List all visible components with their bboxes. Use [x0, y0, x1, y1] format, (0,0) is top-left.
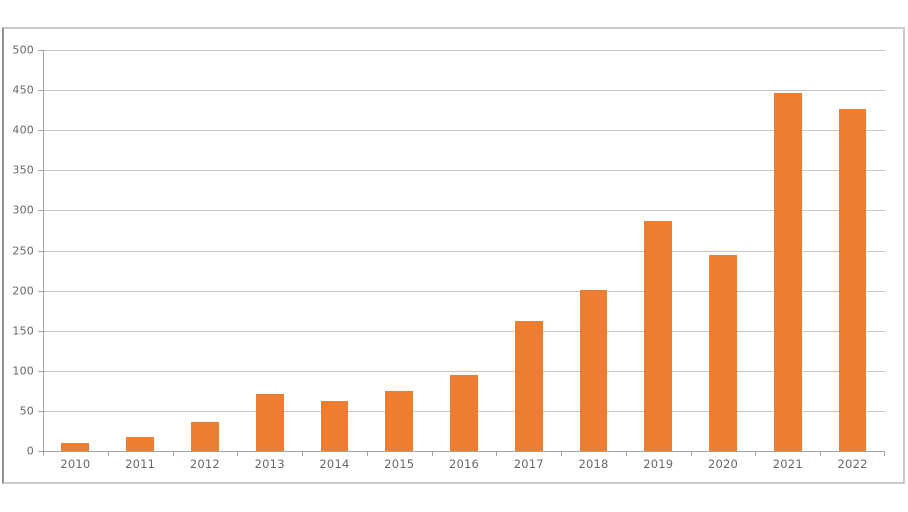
- x-tick-label-2016: 2016: [448, 457, 480, 471]
- bar-slot-2013: [237, 50, 302, 451]
- y-tick-label: 50: [19, 404, 34, 418]
- y-tick-label: 400: [12, 123, 34, 137]
- x-axis-tick: [496, 451, 498, 456]
- y-tick-label: 500: [12, 43, 34, 57]
- x-tick-label-2020: 2020: [708, 457, 739, 471]
- y-axis-tick: [38, 370, 43, 372]
- bar-slot-2017: [496, 50, 561, 451]
- chart-frame: 0 50 100 150 200 250 300 350 400 450 500 2010 2011 20…: [2, 27, 905, 484]
- x-axis-tick: [431, 451, 433, 456]
- y-axis-tick: [38, 410, 43, 412]
- x-axis-tick: [820, 451, 822, 456]
- y-tick-label: 300: [12, 203, 34, 217]
- bar-slot-2022: [820, 50, 885, 451]
- bar-slot-2020: [691, 50, 756, 451]
- bar-2022: [838, 109, 867, 451]
- bar-2012: [190, 422, 219, 451]
- bar-2016: [450, 374, 478, 451]
- x-tick-label-2018: 2018: [578, 457, 609, 471]
- bar-2019: [644, 220, 673, 451]
- y-tick-label: 350: [12, 163, 34, 177]
- x-axis-tick: [107, 451, 109, 456]
- x-axis-tick: [366, 451, 368, 456]
- bar-slot-2021: [755, 50, 820, 451]
- gridline: [43, 170, 885, 172]
- gridline: [43, 50, 885, 51]
- bar-2021: [773, 92, 802, 451]
- bar-2018: [579, 289, 608, 451]
- x-axis-tick: [625, 451, 627, 456]
- x-axis-tick: [302, 451, 304, 456]
- y-axis-tick: [38, 130, 43, 132]
- gridline: [43, 370, 885, 372]
- x-axis-tick: [43, 451, 44, 456]
- gridline: [43, 210, 885, 212]
- plot-area: 0 50 100 150 200 250 300 350 400 450 500 2010 2011 20…: [12, 44, 885, 471]
- x-tick-label-2010: 2010: [60, 457, 91, 471]
- bar-slot-2012: [173, 50, 238, 451]
- x-axis-tick: [172, 451, 174, 456]
- x-tick-label-2012: 2012: [189, 457, 220, 471]
- gridline: [43, 250, 885, 252]
- gridline: [43, 330, 885, 332]
- y-tick-label: 150: [12, 324, 34, 338]
- bar-slot-2016: [432, 50, 497, 451]
- y-axis-tick: [38, 330, 43, 332]
- x-tick-label-2017: 2017: [513, 457, 544, 471]
- bar-slot-2014: [302, 50, 367, 451]
- x-tick-label-2011: 2011: [125, 457, 156, 471]
- bar-2011: [126, 437, 155, 451]
- bar-2015: [385, 390, 414, 451]
- y-tick-label: 250: [12, 244, 34, 257]
- y-axis-tick: [38, 90, 43, 92]
- x-axis-tick: [237, 451, 239, 456]
- x-tick-label-2013: 2013: [254, 457, 285, 471]
- gridline: [43, 90, 885, 92]
- bar-slot-2015: [367, 50, 432, 451]
- bar-slot-2011: [108, 50, 173, 451]
- bar-2017: [514, 321, 543, 451]
- y-axis-line: [43, 50, 44, 451]
- y-axis-tick: [38, 50, 43, 51]
- y-axis-tick: [38, 250, 43, 252]
- y-tick-label: 100: [12, 364, 34, 378]
- bar-2013: [255, 394, 284, 451]
- bar-2020: [709, 254, 737, 451]
- y-axis-tick: [38, 210, 43, 212]
- x-tick-label-2015: 2015: [384, 457, 415, 471]
- x-axis-tick: [690, 451, 692, 456]
- bar-2010: [61, 442, 90, 451]
- bar-slot-2018: [561, 50, 626, 451]
- y-axis-tick: [38, 451, 43, 452]
- y-axis-tick: [38, 290, 43, 292]
- bars-layer: [43, 50, 885, 451]
- x-axis-tick: [884, 451, 885, 456]
- bar-slot-2010: [43, 50, 108, 451]
- x-tick-label-2021: 2021: [772, 457, 803, 471]
- y-axis-tick: [38, 170, 43, 172]
- x-tick-label-2014: 2014: [319, 457, 350, 471]
- x-axis-tick: [561, 451, 563, 456]
- x-axis-baseline: [43, 451, 885, 452]
- x-axis-tick: [755, 451, 757, 456]
- x-tick-label-2022: 2022: [837, 457, 868, 471]
- x-axis-labels: 2010 2011 2012 2013 2014 2015 2016 2017 2018 2019…: [43, 457, 885, 471]
- y-tick-label: 200: [12, 284, 34, 298]
- bar-2014: [320, 401, 349, 451]
- gridline: [43, 290, 885, 292]
- y-tick-label: 450: [12, 83, 34, 97]
- x-tick-label-2019: 2019: [643, 457, 674, 471]
- gridline: [43, 130, 885, 132]
- y-tick-label: 0: [26, 444, 34, 458]
- bar-slot-2019: [626, 50, 691, 451]
